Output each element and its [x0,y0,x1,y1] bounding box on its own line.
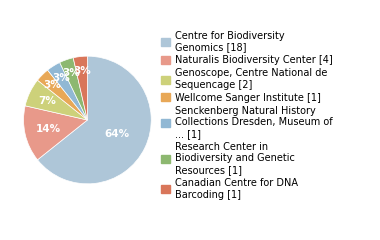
Wedge shape [24,106,87,160]
Text: 3%: 3% [43,80,61,90]
Text: 7%: 7% [38,96,56,106]
Legend: Centre for Biodiversity
Genomics [18], Naturalis Biodiversity Center [4], Genosc: Centre for Biodiversity Genomics [18], N… [162,31,333,199]
Text: 3%: 3% [52,73,70,83]
Wedge shape [60,58,87,120]
Text: 64%: 64% [105,129,130,139]
Wedge shape [25,80,87,120]
Text: 3%: 3% [73,66,91,76]
Wedge shape [48,62,87,120]
Text: 14%: 14% [36,124,62,134]
Text: 3%: 3% [62,68,80,78]
Wedge shape [38,56,151,184]
Wedge shape [38,70,87,120]
Wedge shape [73,56,87,120]
